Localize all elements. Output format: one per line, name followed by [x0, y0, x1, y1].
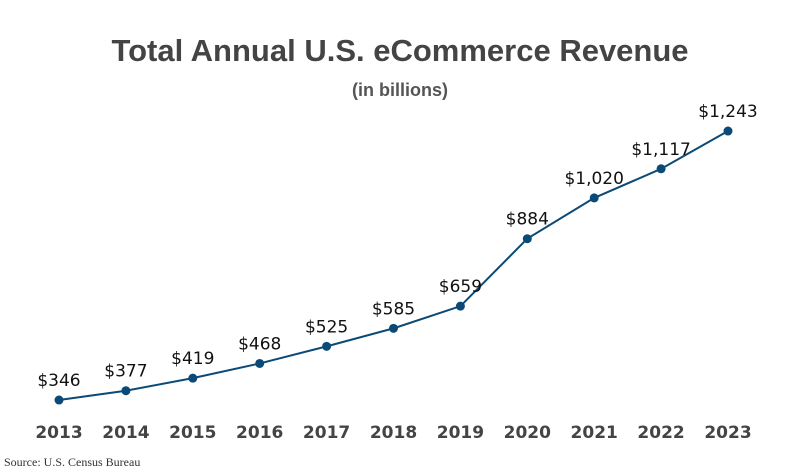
x-tick-label: 2014 — [102, 423, 149, 443]
data-point-2022 — [656, 164, 666, 174]
x-tick-label: 2023 — [704, 423, 751, 443]
data-label-2013: $346 — [37, 371, 80, 391]
data-point-2015 — [188, 373, 198, 383]
data-point-2020 — [522, 234, 532, 244]
data-label-2017: $525 — [305, 317, 348, 337]
x-tick-label: 2019 — [437, 423, 484, 443]
x-tick-label: 2018 — [370, 423, 417, 443]
data-label-2019: $659 — [439, 277, 482, 297]
data-point-2023 — [723, 126, 733, 136]
x-tick-label: 2021 — [571, 423, 618, 443]
data-point-2014 — [121, 386, 131, 396]
data-point-2016 — [255, 358, 265, 368]
data-point-2021 — [589, 193, 599, 203]
x-tick-label: 2017 — [303, 423, 350, 443]
data-point-2017 — [322, 341, 332, 351]
data-label-2023: $1,243 — [698, 102, 757, 122]
source-note: Source: U.S. Census Bureau — [4, 455, 141, 469]
chart-subtitle: (in billions) — [352, 80, 448, 100]
chart-title: Total Annual U.S. eCommerce Revenue — [111, 33, 689, 68]
data-label-2018: $585 — [372, 299, 415, 319]
data-label-2015: $419 — [171, 349, 214, 369]
data-point-2018 — [389, 323, 398, 333]
data-label-2016: $468 — [238, 334, 281, 354]
data-point-2013 — [54, 395, 64, 405]
x-tick-label: 2020 — [504, 423, 551, 443]
x-tick-label: 2015 — [169, 423, 216, 443]
series-line — [58, 130, 729, 402]
x-tick-label: 2016 — [236, 423, 283, 443]
data-label-2020: $884 — [506, 210, 549, 230]
x-tick-label: 2013 — [35, 423, 82, 443]
x-tick-label: 2022 — [637, 423, 684, 443]
data-label-2021: $1,020 — [564, 169, 623, 189]
data-point-2019 — [455, 301, 465, 311]
data-label-2014: $377 — [104, 362, 147, 382]
data-label-2022: $1,117 — [631, 140, 690, 160]
